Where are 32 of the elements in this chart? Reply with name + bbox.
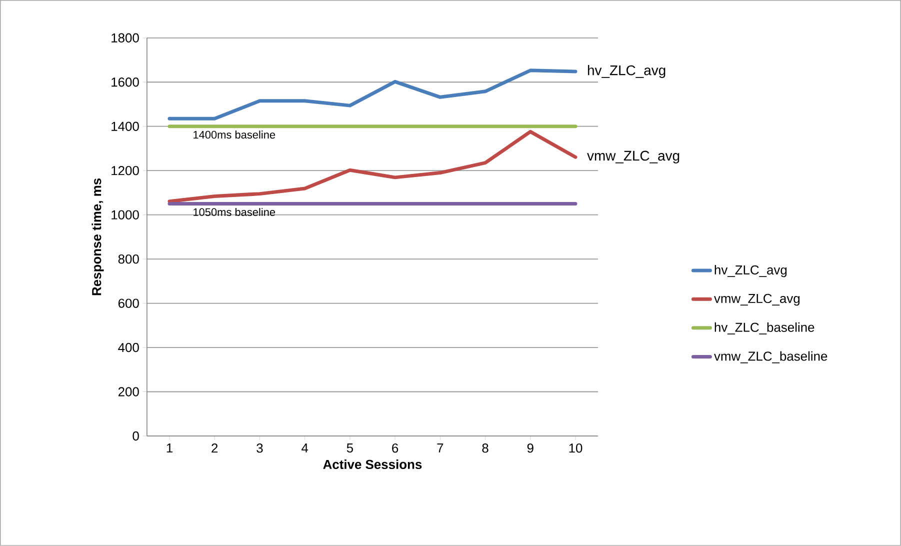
annotation: 1050ms baseline <box>194 208 276 216</box>
x-tick-label: 1 <box>166 444 172 452</box>
y-tick-label: 1000 <box>112 210 139 220</box>
y-tick-label: 400 <box>118 342 139 352</box>
legend-label: hv_ZLC_baseline <box>714 322 814 334</box>
x-tick-label: 8 <box>482 444 488 453</box>
y-tick-label: 1800 <box>112 33 139 43</box>
legend-label: vmw_ZLC_avg <box>714 294 800 306</box>
legend-label: hv_ZLC_avg <box>714 265 787 278</box>
x-tick-label: 4 <box>302 444 308 452</box>
annotation: vmw_ZLC_avg <box>587 150 680 164</box>
x-tick-label: 9 <box>527 444 534 453</box>
x-axis-title: Active Sessions <box>323 460 422 470</box>
y-tick-label: 0 <box>132 431 139 441</box>
annotation: 1400ms baseline <box>194 130 276 139</box>
y-tick-label: 600 <box>118 298 139 308</box>
y-tick-label: 1200 <box>112 166 139 176</box>
y-tick-label: 200 <box>118 387 139 396</box>
legend-label: vmw_ZLC_baseline <box>714 351 828 364</box>
y-tick-label: 1400 <box>112 122 139 131</box>
line-series <box>168 130 578 204</box>
x-tick-label: 5 <box>346 444 353 453</box>
y-tick-label: 800 <box>118 254 139 264</box>
annotation: hv_ZLC_avg <box>588 65 666 78</box>
x-tick-label: 7 <box>437 444 444 452</box>
y-axis-title: Response time, ms <box>92 178 104 296</box>
x-tick-label: 2 <box>212 444 218 453</box>
y-tick-label: 1600 <box>112 78 139 87</box>
x-tick-label: 10 <box>569 444 582 453</box>
line-series <box>168 68 578 120</box>
x-tick-label: 6 <box>392 444 398 453</box>
x-tick-label: 3 <box>256 444 263 453</box>
